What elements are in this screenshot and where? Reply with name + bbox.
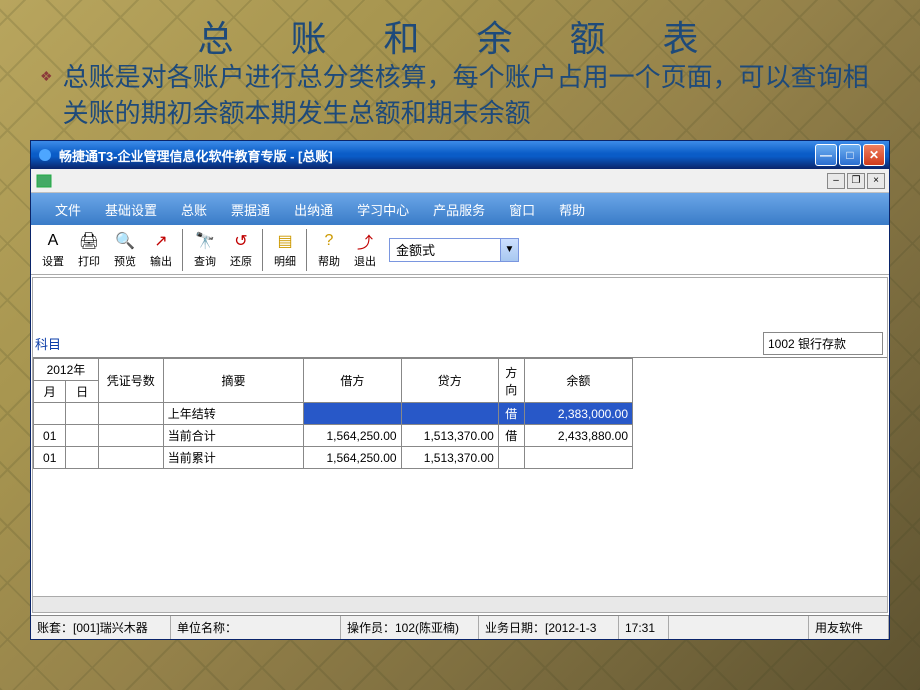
tool-label: 预览: [114, 253, 136, 269]
table-row[interactable]: 01当前合计1,564,250.001,513,370.00借2,433,880…: [34, 425, 633, 447]
tool-label: 输出: [150, 253, 172, 269]
export-button-icon: ↗: [150, 230, 172, 252]
table-row[interactable]: 01当前累计1,564,250.001,513,370.00: [34, 447, 633, 469]
horizontal-scrollbar[interactable]: [33, 596, 887, 612]
menubar: 文件基础设置总账票据通出纳通学习中心产品服务窗口帮助: [31, 193, 889, 225]
detail-button-icon: ▤: [274, 230, 296, 252]
col-day: 日: [66, 381, 98, 403]
account-header: 科目 1002 银行存款: [33, 278, 887, 358]
help-button[interactable]: ?帮助: [311, 228, 347, 272]
maximize-button[interactable]: □: [839, 144, 861, 166]
help-button-icon: ?: [318, 230, 340, 252]
chevron-down-icon: ▼: [500, 239, 518, 261]
export-button[interactable]: ↗输出: [143, 228, 179, 272]
dropdown-value: 金额式: [390, 238, 500, 261]
restore-button-icon: ↺: [230, 230, 252, 252]
print-button[interactable]: 🖨打印: [71, 228, 107, 272]
tool-label: 退出: [354, 253, 376, 269]
account-label: 科目: [35, 334, 61, 353]
mdi-bar: – ❐ ×: [31, 169, 889, 193]
mdi-restore-button[interactable]: ❐: [847, 173, 865, 189]
tool-label: 设置: [42, 253, 64, 269]
menu-item[interactable]: 基础设置: [95, 196, 167, 223]
toolbar-separator: [262, 229, 264, 271]
ledger-table: 2012年 凭证号数 摘要 借方 贷方 方向 余额 月 日: [33, 358, 633, 469]
content-area: 科目 1002 银行存款 2012年 凭证号数 摘要 借方 贷方 方: [32, 277, 888, 613]
detail-button[interactable]: ▤明细: [267, 228, 303, 272]
settings-button[interactable]: A设置: [35, 228, 71, 272]
exit-button-icon: ⤴: [354, 230, 376, 252]
mdi-minimize-button[interactable]: –: [827, 173, 845, 189]
col-summary: 摘要: [163, 359, 304, 403]
col-balance: 余额: [524, 359, 632, 403]
minimize-button[interactable]: —: [815, 144, 837, 166]
menu-item[interactable]: 票据通: [221, 196, 280, 223]
titlebar[interactable]: 畅捷通T3-企业管理信息化软件教育专版 - [总账] — □ ✕: [31, 141, 889, 169]
close-button[interactable]: ✕: [863, 144, 885, 166]
app-icon: [37, 147, 53, 163]
tool-label: 查询: [194, 253, 216, 269]
query-button[interactable]: 🔭查询: [187, 228, 223, 272]
status-vendor: 用友软件: [809, 616, 889, 639]
preview-button-icon: 🔍: [114, 230, 136, 252]
window-title: 畅捷通T3-企业管理信息化软件教育专版 - [总账]: [59, 146, 333, 165]
col-debit: 借方: [304, 359, 401, 403]
toolbar-separator: [182, 229, 184, 271]
mdi-app-icon: [35, 172, 53, 190]
slide-bullet: ❖ 总账是对各账户进行总分类核算，每个账户占用一个页面，可以查询相关账的期初余额…: [40, 60, 890, 133]
menu-item[interactable]: 帮助: [549, 196, 595, 223]
col-direction: 方向: [498, 359, 524, 403]
menu-item[interactable]: 产品服务: [423, 196, 495, 223]
status-operator: 操作员：102(陈亚楠): [341, 616, 479, 639]
toolbar-separator: [306, 229, 308, 271]
menu-item[interactable]: 出纳通: [284, 196, 343, 223]
tool-label: 打印: [78, 253, 100, 269]
col-month: 月: [34, 381, 66, 403]
status-unit: 单位名称：: [171, 616, 341, 639]
exit-button[interactable]: ⤴退出: [347, 228, 383, 272]
col-voucher: 凭证号数: [98, 359, 163, 403]
menu-item[interactable]: 窗口: [499, 196, 545, 223]
settings-button-icon: A: [42, 230, 64, 252]
toolbar: A设置🖨打印🔍预览↗输出🔭查询↺还原▤明细?帮助⤴退出金额式▼: [31, 225, 889, 275]
menu-item[interactable]: 总账: [171, 196, 217, 223]
menu-item[interactable]: 学习中心: [347, 196, 419, 223]
print-button-icon: 🖨: [78, 230, 100, 252]
tool-label: 还原: [230, 253, 252, 269]
mdi-close-button[interactable]: ×: [867, 173, 885, 189]
col-year: 2012年: [34, 359, 99, 381]
status-suite: 账套：[001]瑞兴木器: [31, 616, 171, 639]
bullet-icon: ❖: [40, 68, 53, 85]
account-field[interactable]: 1002 银行存款: [763, 332, 883, 355]
col-credit: 贷方: [401, 359, 498, 403]
statusbar: 账套：[001]瑞兴木器 单位名称： 操作员：102(陈亚楠) 业务日期：[20…: [31, 615, 889, 639]
tool-label: 明细: [274, 253, 296, 269]
table-row[interactable]: 上年结转借2,383,000.00: [34, 403, 633, 425]
tool-label: 帮助: [318, 253, 340, 269]
preview-button[interactable]: 🔍预览: [107, 228, 143, 272]
format-dropdown[interactable]: 金额式▼: [389, 238, 519, 262]
bullet-text: 总账是对各账户进行总分类核算，每个账户占用一个页面，可以查询相关账的期初余额本期…: [63, 60, 890, 133]
menu-item[interactable]: 文件: [45, 196, 91, 223]
status-time: 17:31: [619, 616, 669, 639]
query-button-icon: 🔭: [194, 230, 216, 252]
slide-title: 总 账 和 余 额 表: [0, 10, 920, 62]
restore-button[interactable]: ↺还原: [223, 228, 259, 272]
status-bizdate: 业务日期：[2012-1-3: [479, 616, 619, 639]
application-window: 畅捷通T3-企业管理信息化软件教育专版 - [总账] — □ ✕ – ❐ × 文…: [30, 140, 890, 640]
